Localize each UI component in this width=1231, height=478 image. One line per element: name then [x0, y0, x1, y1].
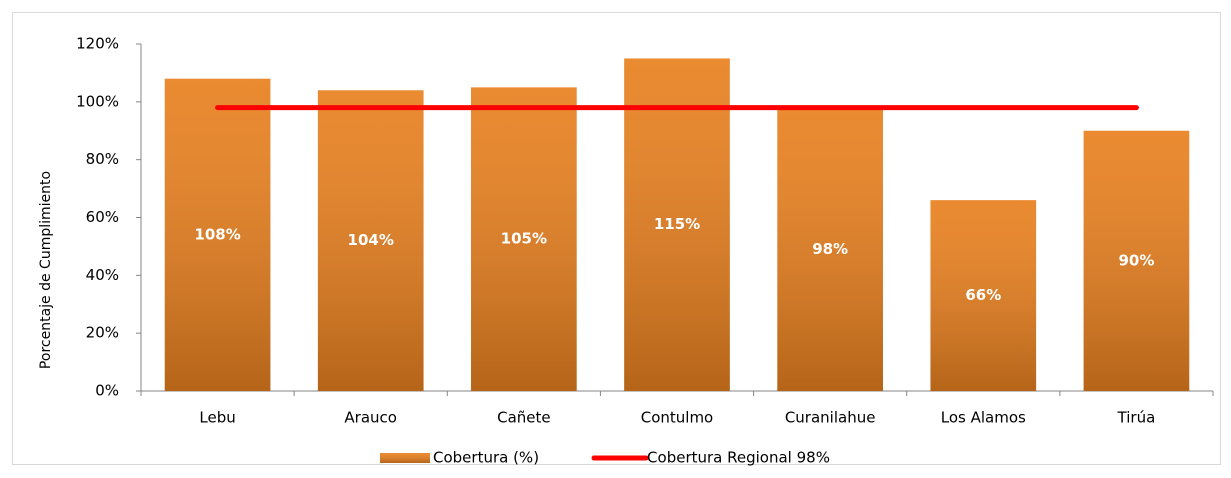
bar-shade: [471, 87, 577, 391]
bar-shade: [164, 78, 271, 391]
x-tick-label: Tirúa: [1117, 409, 1156, 427]
bar-shade: [930, 200, 1037, 391]
x-tick-label: Cañete: [497, 409, 551, 427]
y-tick-label: 120%: [76, 35, 119, 53]
bar-shade: [777, 107, 883, 391]
y-tick-label: 100%: [76, 92, 119, 110]
bar-shade: [1083, 130, 1190, 391]
bar-shade: [624, 58, 730, 391]
data-label: 66%: [965, 286, 1001, 304]
data-label: 98%: [812, 240, 848, 258]
y-axis-label: Porcentaje de Cumplimiento: [38, 171, 54, 369]
x-tick-label: Los Alamos: [941, 409, 1026, 427]
y-tick-label: 40%: [86, 266, 119, 284]
x-tick-label: Curanilahue: [785, 409, 876, 427]
y-tick-label: 20%: [86, 324, 119, 342]
data-label: 108%: [194, 225, 240, 243]
legend-label: Cobertura (%): [433, 449, 539, 467]
x-tick-label: Contulmo: [641, 409, 714, 427]
y-tick-label: 60%: [86, 208, 119, 226]
x-tick-label: Lebu: [199, 409, 235, 427]
data-label: 104%: [348, 231, 394, 249]
bar-shade: [317, 90, 424, 392]
data-label: 115%: [654, 215, 700, 233]
y-tick-label: 0%: [95, 382, 119, 400]
y-tick-label: 80%: [86, 150, 119, 168]
legend-swatch-shade: [380, 453, 430, 463]
data-label: 105%: [501, 230, 547, 248]
x-tick-label: Arauco: [344, 409, 397, 427]
data-label: 90%: [1118, 251, 1154, 269]
legend-label: Cobertura Regional 98%: [647, 449, 830, 467]
